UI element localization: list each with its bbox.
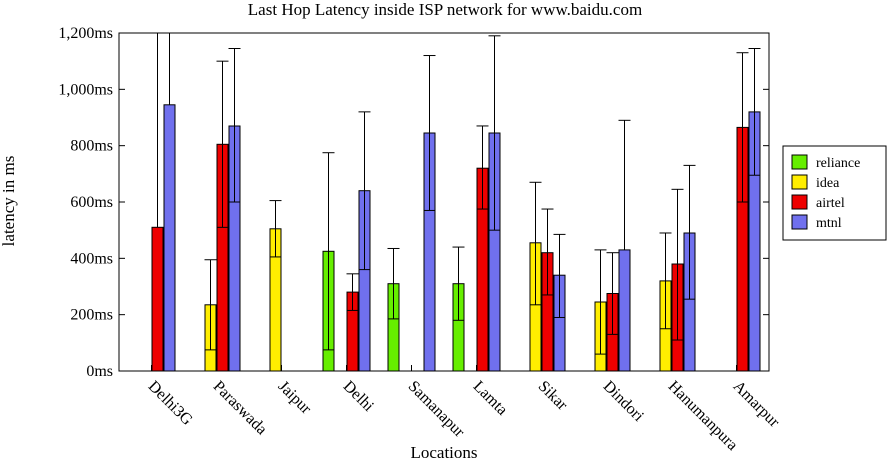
legend-label-reliance: reliance <box>816 156 860 171</box>
bars-layer <box>151 104 761 372</box>
legend: reliance idea airtel mtnl <box>782 145 887 241</box>
error-bar-airtel-amarpur <box>736 52 749 203</box>
y-axis-title: latency in ms <box>0 156 18 247</box>
y-axis: 0ms 200ms 400ms 600ms 800ms 1,000ms 1,200ms <box>58 25 769 380</box>
error-bar-idea-paraswada <box>204 259 217 351</box>
error-bar-idea-jaipur <box>269 200 282 258</box>
bar-airtel-delhi3g <box>151 226 164 372</box>
error-bar-reliance-delhi <box>322 152 335 351</box>
legend-item-reliance: reliance <box>791 154 860 171</box>
error-bar-reliance-lamta <box>452 246 465 321</box>
x-tick-label-amarpur: Amarpur <box>730 378 783 431</box>
x-axis: Delhi3G Paraswada Jaipur Delhi Samanapur Lamt… <box>145 365 783 454</box>
bar-mtnl-delhi3g <box>163 104 176 372</box>
legend-swatch-idea <box>791 174 808 190</box>
error-bar-airtel-hanumanpura <box>671 188 684 341</box>
y-tick-label: 1,000ms <box>58 81 113 98</box>
x-tick-label-delhi: Delhi <box>340 378 378 416</box>
legend-swatch-mtnl <box>791 214 808 230</box>
error-bar-mtnl-paraswada <box>228 47 241 203</box>
legend-item-idea: idea <box>791 174 840 191</box>
y-tick-label: 600ms <box>70 194 113 211</box>
error-bar-mtnl-samanapur <box>423 55 436 211</box>
error-bar-mtnl-delhi <box>358 111 371 271</box>
legend-swatch-reliance <box>791 154 808 170</box>
x-tick-label-dindori: Dindori <box>600 378 648 426</box>
legend-item-airtel: airtel <box>791 194 845 211</box>
chart-title: Last Hop Latency inside ISP network for … <box>248 0 642 19</box>
error-bar-mtnl-amarpur <box>748 47 761 176</box>
error-bar-airtel-paraswada <box>216 60 229 228</box>
y-tick-label: 1,200ms <box>58 25 113 42</box>
x-tick-label-jaipur: Jaipur <box>275 378 315 418</box>
legend-label-idea: idea <box>816 176 840 191</box>
y-tick-label: 0ms <box>86 363 113 380</box>
error-bar-mtnl-hanumanpura <box>683 164 696 300</box>
error-bar-idea-dindori <box>594 249 607 355</box>
x-tick-label-samanapur: Samanapur <box>405 378 468 441</box>
x-tick-label-sikar: Sikar <box>535 378 571 414</box>
error-bar-airtel-dindori <box>606 252 619 335</box>
legend-label-airtel: airtel <box>816 196 845 211</box>
x-tick-label-delhi3g: Delhi3G <box>145 378 196 429</box>
error-bar-airtel-sikar <box>541 208 554 296</box>
error-bar-reliance-samanapur <box>387 247 400 320</box>
y-tick-label: 200ms <box>70 307 113 324</box>
error-bar-airtel-delhi <box>346 273 359 311</box>
x-axis-title: Locations <box>410 443 477 462</box>
error-bar-mtnl-dindori <box>618 119 631 250</box>
error-bar-mtnl-sikar <box>553 233 566 318</box>
error-bar-idea-hanumanpura <box>659 232 672 330</box>
error-bars-layer <box>157 33 761 355</box>
x-tick-label-lamta: Lamta <box>470 378 511 419</box>
error-bar-mtnl-lamta <box>488 35 501 231</box>
y-tick-label: 800ms <box>70 138 113 155</box>
error-bar-idea-sikar <box>529 181 542 306</box>
x-tick-label-paraswada: Paraswada <box>210 378 270 438</box>
y-tick-label: 400ms <box>70 250 113 267</box>
legend-label-mtnl: mtnl <box>816 216 842 231</box>
bar-mtnl-dindori <box>618 249 631 372</box>
legend-item-mtnl: mtnl <box>791 214 842 231</box>
legend-swatch-airtel <box>791 194 808 210</box>
error-bar-airtel-lamta <box>476 125 489 210</box>
